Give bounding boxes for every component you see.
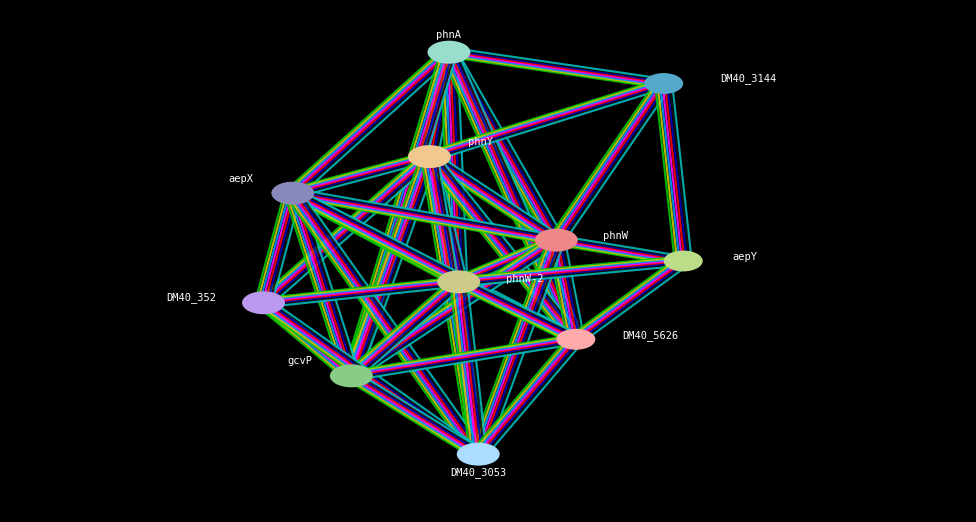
Circle shape (644, 73, 683, 94)
Text: DM40_5626: DM40_5626 (623, 330, 679, 340)
Circle shape (556, 329, 595, 350)
Text: aepX: aepX (228, 173, 254, 184)
Circle shape (437, 270, 480, 293)
Text: DM40_352: DM40_352 (167, 292, 217, 303)
Text: phnW: phnW (603, 231, 629, 241)
Text: gcvP: gcvP (287, 356, 312, 366)
Circle shape (535, 229, 578, 252)
Circle shape (271, 182, 314, 205)
Circle shape (242, 291, 285, 314)
Circle shape (457, 443, 500, 466)
Circle shape (427, 41, 470, 64)
Text: phnY: phnY (468, 137, 494, 147)
Text: DM40_3144: DM40_3144 (720, 73, 777, 84)
Text: phnA: phnA (436, 30, 462, 41)
Text: aepY: aepY (732, 252, 757, 262)
Circle shape (664, 251, 703, 271)
Circle shape (408, 145, 451, 168)
Text: DM40_3053: DM40_3053 (450, 467, 507, 478)
Text: phnW-2: phnW-2 (506, 274, 543, 284)
Circle shape (330, 364, 373, 387)
